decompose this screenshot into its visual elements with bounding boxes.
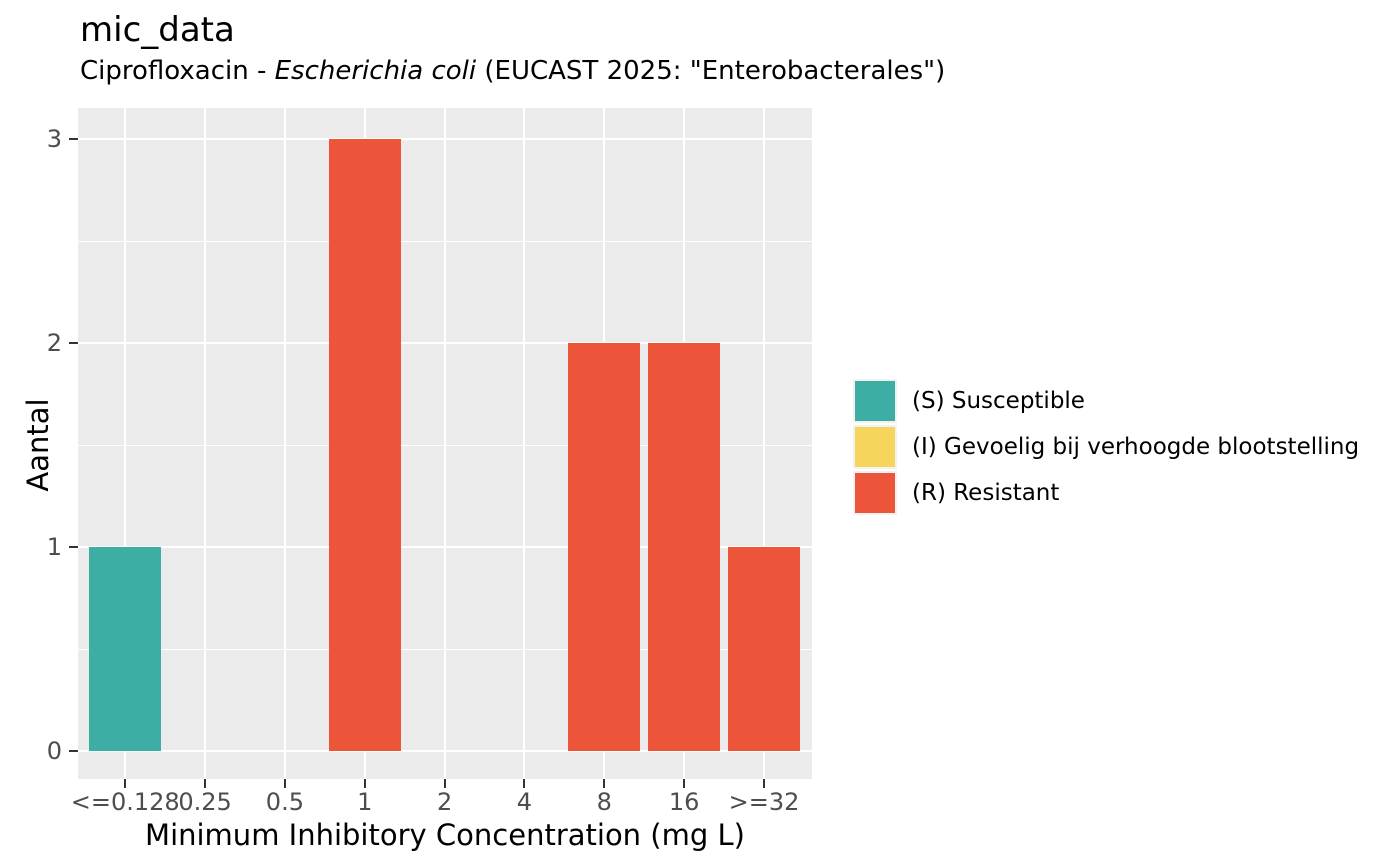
y-tick-label: 3 <box>46 125 62 153</box>
y-tick-mark <box>69 342 78 344</box>
legend-label: (I) Gevoelig bij verhoogde blootstelling <box>912 434 1360 460</box>
x-tick-label: 0.5 <box>265 788 304 816</box>
x-tick-label: 1 <box>357 788 373 816</box>
x-tick-label: <=0.128 <box>70 788 180 816</box>
y-tick-label: 2 <box>46 329 62 357</box>
x-tick-mark <box>683 779 686 788</box>
gridline-x-major <box>204 108 207 779</box>
legend-swatch-I <box>855 427 895 467</box>
legend-item-R: (R) Resistant <box>853 471 1359 515</box>
x-tick-mark <box>523 779 526 788</box>
subtitle-guideline: (EUCAST 2025: "Enterobacterales") <box>476 56 946 86</box>
y-tick-label: 1 <box>46 533 62 561</box>
y-tick-mark <box>69 138 78 140</box>
bar-<=0.128 <box>89 547 162 751</box>
x-tick-mark <box>763 779 765 788</box>
bar->=32 <box>728 547 800 751</box>
legend-label: (R) Resistant <box>912 480 1060 506</box>
y-tick-mark <box>69 750 78 752</box>
plot-panel <box>78 108 812 779</box>
legend-label: (S) Susceptible <box>912 388 1085 414</box>
x-tick-mark <box>124 779 127 788</box>
bar-1 <box>328 139 401 751</box>
legend-swatch-S <box>855 381 895 421</box>
gridline-x-major <box>763 108 765 779</box>
legend-key <box>853 425 897 469</box>
legend-swatch-R <box>855 473 895 513</box>
x-tick-label: 2 <box>436 788 453 816</box>
legend: (S) Susceptible (I) Gevoelig bij verhoogd… <box>853 379 1359 515</box>
x-tick-label: 16 <box>668 788 700 816</box>
x-tick-label: 8 <box>596 788 612 816</box>
subtitle-antibiotic: Ciprofloxacin - <box>80 56 275 86</box>
y-tick-label: 0 <box>46 737 62 765</box>
x-tick-mark <box>443 779 446 788</box>
gridline-x-major <box>523 108 526 779</box>
legend-item-S: (S) Susceptible <box>853 379 1359 423</box>
gridline-x-major <box>283 108 286 779</box>
x-tick-mark <box>603 779 606 788</box>
bar-16 <box>648 343 721 751</box>
legend-item-I: (I) Gevoelig bij verhoogde blootstelling <box>853 425 1359 469</box>
x-axis-title: Minimum Inhibitory Concentration (mg L) <box>145 818 745 852</box>
legend-key <box>853 471 897 515</box>
x-tick-mark <box>283 779 286 788</box>
chart-subtitle: Ciprofloxacin - Escherichia coli (EUCAST… <box>80 54 945 88</box>
gridline-x-major <box>443 108 446 779</box>
subtitle-species: Escherichia coli <box>274 56 477 86</box>
bar-8 <box>568 343 641 751</box>
y-tick-mark <box>69 546 78 548</box>
x-tick-label: 4 <box>516 788 533 816</box>
gridline-x-major <box>124 108 127 779</box>
chart-title: mic_data <box>80 10 235 50</box>
x-tick-mark <box>363 779 366 788</box>
x-tick-label: 0.25 <box>178 788 232 816</box>
x-tick-label: >=32 <box>728 788 800 816</box>
y-axis-title: Aantal <box>21 398 55 492</box>
x-tick-mark <box>204 779 207 788</box>
legend-key <box>853 379 897 423</box>
